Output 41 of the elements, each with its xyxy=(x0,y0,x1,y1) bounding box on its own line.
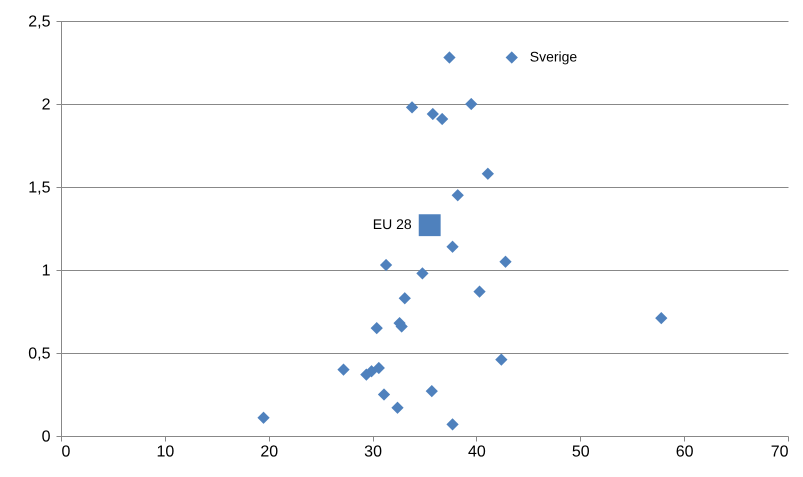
point xyxy=(372,362,385,374)
x-tick-label: 20 xyxy=(260,444,278,460)
y-tick-label: 1,5 xyxy=(28,180,51,196)
x-tick-label: 30 xyxy=(364,444,382,460)
annotation: EU 28 xyxy=(372,216,412,232)
point xyxy=(398,292,411,304)
point xyxy=(443,51,456,64)
point xyxy=(418,214,441,236)
point xyxy=(257,412,270,424)
point xyxy=(495,354,508,366)
point xyxy=(337,363,350,376)
point xyxy=(380,258,392,272)
point xyxy=(391,402,404,414)
point xyxy=(482,168,494,180)
x-tick-label: 0 xyxy=(62,444,70,460)
x-tick-label: 70 xyxy=(770,444,789,460)
y-tick-label: 2,5 xyxy=(28,14,51,30)
y-tick-label: 1 xyxy=(42,262,51,280)
y-tick-label: 0,5 xyxy=(28,346,51,362)
x-tick-label: 10 xyxy=(156,444,174,460)
x-tick-label: 50 xyxy=(572,444,590,460)
x-tick-label: 60 xyxy=(676,444,694,460)
point xyxy=(499,256,512,268)
point xyxy=(473,285,486,298)
point xyxy=(426,385,438,398)
annotation: Sverige xyxy=(530,48,578,65)
point xyxy=(436,112,448,126)
point xyxy=(446,240,459,253)
point xyxy=(406,101,418,114)
point xyxy=(465,98,478,110)
point xyxy=(446,418,459,431)
y-tick-label: 2 xyxy=(42,96,51,114)
y-tick-label: 0 xyxy=(42,428,51,446)
point xyxy=(378,388,390,401)
point xyxy=(452,189,464,202)
point xyxy=(506,51,518,64)
point xyxy=(416,267,429,280)
point xyxy=(655,312,668,324)
x-tick-label: 40 xyxy=(468,444,486,460)
point xyxy=(426,108,439,120)
point xyxy=(370,322,383,334)
